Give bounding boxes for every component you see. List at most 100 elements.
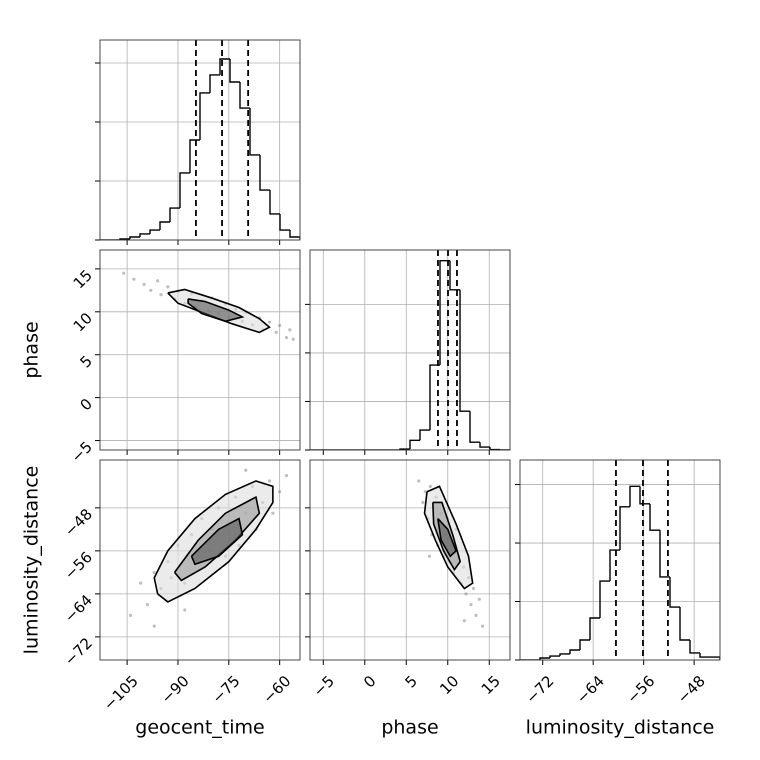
- y-tick-label: 15: [70, 266, 96, 292]
- sample-point: [462, 619, 466, 623]
- contour: [187, 298, 245, 323]
- histogram-step: [129, 236, 140, 239]
- x-tick-label: −5: [310, 672, 338, 700]
- sample-point: [166, 285, 170, 289]
- contour: [190, 517, 244, 566]
- histogram-step: [659, 530, 670, 578]
- histogram-step: [209, 74, 220, 93]
- histogram-step: [579, 639, 590, 650]
- histogram-step: [710, 656, 720, 660]
- sample-point: [271, 511, 275, 515]
- panel: −105 −90 −75 −60 −72 −64 −56 −48 geocent_time lum…: [21, 459, 301, 739]
- histogram-step: [649, 503, 660, 531]
- histogram-step: [419, 429, 430, 441]
- x-tick-label: −48: [674, 672, 709, 707]
- histogram-step: [629, 485, 640, 507]
- x-tick-label: 15: [478, 672, 504, 698]
- panel-frame: [99, 39, 301, 241]
- contour: [437, 518, 457, 558]
- sample-point: [183, 608, 187, 612]
- sample-point: [244, 468, 248, 472]
- y-axis-label: luminosity_distance: [21, 466, 43, 655]
- x-axis-label: geocent_time: [135, 717, 264, 739]
- sample-point: [421, 500, 425, 505]
- sample-point: [128, 613, 133, 617]
- x-tick-label: 5: [402, 672, 421, 691]
- sample-point: [267, 479, 272, 483]
- histogram-step: [289, 230, 300, 240]
- sample-point: [152, 570, 156, 574]
- panel: −72 −64 −56 −48 luminosity_distance: [515, 459, 721, 739]
- x-tick-label: −90: [158, 672, 193, 707]
- y-tick-label: −5: [68, 438, 96, 466]
- histogram-step: [599, 580, 610, 619]
- histogram-step: [539, 657, 550, 660]
- sample-point: [284, 473, 289, 478]
- panel: [95, 39, 301, 245]
- histogram-step: [159, 221, 170, 231]
- sample-point: [159, 293, 163, 297]
- y-tick-label: 5: [77, 352, 96, 371]
- panel-frame: [309, 459, 511, 661]
- histogram-step: [229, 58, 240, 83]
- x-tick-label: −64: [573, 672, 608, 707]
- histogram-step: [669, 576, 680, 608]
- panel: −5 0 5 10 15 phase: [305, 459, 511, 739]
- panel-frame: [99, 249, 301, 451]
- y-tick-label: −72: [61, 634, 96, 669]
- histogram-step: [249, 108, 260, 156]
- sample-point: [145, 603, 150, 607]
- histogram-step: [169, 207, 180, 223]
- sample-point: [278, 323, 282, 328]
- sample-point: [428, 484, 432, 488]
- histogram-step: [569, 649, 580, 654]
- y-tick-label: −48: [61, 505, 96, 540]
- y-tick-label: −64: [61, 591, 96, 626]
- sample-point: [142, 282, 146, 286]
- sample-point: [471, 586, 476, 591]
- y-tick-label: −56: [61, 548, 96, 583]
- x-tick-label: −75: [208, 672, 243, 707]
- sample-point: [469, 603, 473, 607]
- histogram-step: [639, 486, 650, 505]
- histogram-step: [619, 506, 630, 551]
- sample-point: [149, 288, 153, 292]
- sample-point: [278, 490, 282, 494]
- x-tick-label: 0: [360, 672, 379, 691]
- histogram-step: [549, 655, 560, 659]
- sample-point: [417, 479, 421, 483]
- sample-point: [267, 320, 272, 324]
- histogram-step: [459, 289, 470, 412]
- histogram-step: [559, 653, 570, 657]
- histogram-step: [269, 190, 280, 215]
- sample-point: [152, 624, 156, 628]
- x-tick-label: −56: [623, 672, 658, 707]
- sample-point: [122, 271, 126, 275]
- sample-point: [132, 277, 136, 281]
- histogram-step: [689, 640, 700, 654]
- histogram-step: [139, 233, 150, 237]
- x-axis-label: phase: [381, 717, 438, 739]
- histogram-step: [149, 229, 160, 234]
- sample-point: [156, 279, 160, 283]
- y-tick-label: 0: [77, 395, 96, 414]
- histogram-step: [429, 364, 440, 431]
- histogram-step: [449, 260, 460, 291]
- histogram-step: [199, 92, 210, 140]
- x-tick-label: −60: [259, 672, 294, 707]
- histogram-step: [589, 617, 600, 640]
- histogram-step: [279, 213, 290, 231]
- sample-point: [291, 337, 295, 341]
- histogram-step: [189, 139, 200, 173]
- sample-point: [427, 554, 432, 558]
- histogram-step: [219, 58, 230, 75]
- panel: [305, 249, 511, 455]
- sample-point: [284, 335, 289, 340]
- sample-point: [274, 330, 278, 335]
- x-axis-label: luminosity_distance: [526, 717, 715, 739]
- panel-frame: [309, 249, 511, 451]
- histogram-step: [609, 549, 620, 582]
- histogram-step: [469, 411, 480, 443]
- histogram-step: [409, 439, 420, 450]
